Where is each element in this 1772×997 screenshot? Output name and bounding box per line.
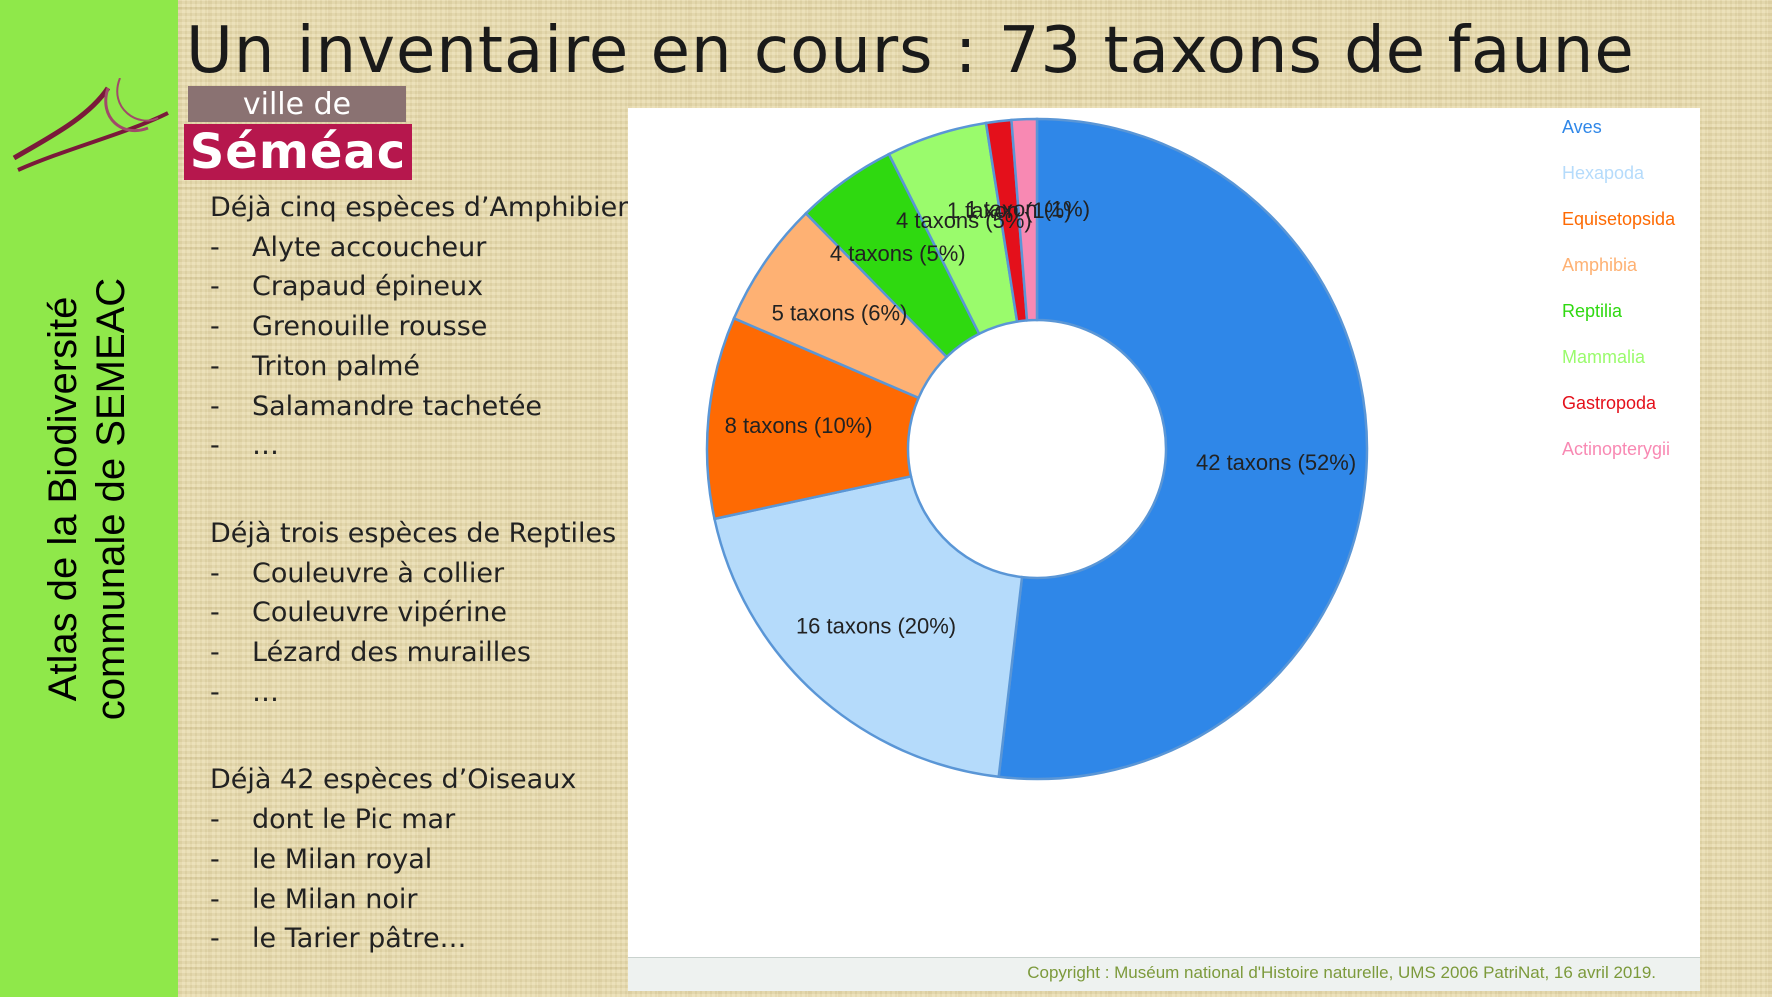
slice-label: 5 taxons (6%)	[772, 301, 908, 326]
bullet: -	[210, 883, 220, 915]
legend-item[interactable]: Reptilia	[1562, 301, 1623, 321]
side-title: Atlas de la Biodiversité communale de SE…	[39, 94, 139, 904]
bullet: -	[210, 350, 220, 382]
bullet: -	[210, 843, 220, 875]
slice-label: 16 taxons (20%)	[796, 613, 956, 638]
list-item: - Salamandre tachetée	[210, 387, 630, 427]
legend-item[interactable]: Hexapoda	[1562, 163, 1645, 183]
list-item: - Lézard des murailles	[210, 633, 630, 673]
bullet: -	[210, 430, 220, 462]
logo-line-2: Séméac	[184, 124, 412, 180]
legend-item[interactable]: Gastropoda	[1562, 393, 1657, 413]
slice-aves[interactable]	[997, 117, 1369, 781]
slice-label: 42 taxons (52%)	[1196, 450, 1356, 475]
legend-item[interactable]: Amphibia	[1562, 255, 1638, 275]
slice-label: 8 taxons (10%)	[725, 413, 873, 438]
legend-item[interactable]: Equisetopsida	[1562, 209, 1676, 229]
list-item: -…	[210, 673, 630, 713]
bullet: -	[210, 676, 220, 708]
bullet: -	[210, 390, 220, 422]
list-item: - le Milan noir	[210, 880, 630, 920]
bullet: -	[210, 231, 220, 263]
logo-line-1: ville de	[188, 86, 406, 122]
list-item: - Alyte accoucheur	[210, 228, 630, 268]
list-item-label: Triton palmé	[252, 350, 421, 382]
bullet: -	[210, 271, 220, 303]
chart-legend: Aves Hexapoda Equisetopsida Amphibia Rep…	[1562, 116, 1675, 484]
bullet: -	[210, 311, 220, 343]
bullet: -	[210, 557, 220, 589]
legend-item[interactable]: Mammalia	[1562, 347, 1646, 367]
section-heading: Déjà 42 espèces d’Oiseaux	[210, 764, 577, 796]
slice-equisetopsida[interactable]	[705, 316, 921, 521]
species-text: Déjà cinq espèces d’Amphibiens - Alyte ac…	[210, 188, 649, 959]
list-item-label: le Milan noir	[252, 883, 418, 915]
list-item-label: …	[252, 676, 279, 708]
bullet: -	[210, 597, 220, 629]
list-item-label: Grenouille rousse	[252, 311, 488, 343]
side-title-line: Atlas de la Biodiversité	[41, 296, 85, 702]
chart-footer: Copyright : Muséum national d'Histoire n…	[628, 957, 1700, 991]
list-item: - dont le Pic mar	[210, 800, 630, 840]
page-title: Un inventaire en cours : 73 taxons de fa…	[186, 14, 1635, 88]
section-heading: Déjà cinq espèces d’Amphibiens	[210, 192, 649, 223]
list-item: - Couleuvre vipérine	[210, 593, 630, 633]
slice-label: 4 taxons (5%)	[896, 208, 1032, 233]
legend-item[interactable]: Actinopterygii	[1562, 439, 1671, 459]
list-item: - le Tarier pâtre…	[210, 919, 630, 959]
list-item: - Couleuvre à collier	[210, 554, 630, 594]
slice-hexapoda[interactable]	[712, 474, 1024, 779]
list-item-label: Crapaud épineux	[252, 271, 484, 303]
section-heading: Déjà trois espèces de Reptiles	[210, 517, 617, 549]
bullet: -	[210, 637, 220, 669]
slice-actinopterygii[interactable]	[1010, 117, 1039, 322]
list-item-label: le Milan royal	[252, 843, 433, 875]
list-item: - Grenouille rousse	[210, 307, 630, 347]
side-title-line: communale de SEMEAC	[89, 277, 133, 721]
list-item: - le Milan royal	[210, 840, 630, 880]
list-item: - Triton palmé	[210, 347, 630, 387]
list-item-label: le Tarier pâtre…	[252, 923, 467, 955]
list-item-label: Couleuvre à collier	[252, 557, 505, 589]
list-item: - Crapaud épineux	[210, 267, 630, 307]
list-item: -…	[210, 426, 630, 466]
list-item-label: Lézard des murailles	[252, 637, 531, 669]
bullet: -	[210, 923, 220, 955]
list-item-label: Salamandre tachetée	[252, 390, 543, 422]
slice-label: 1 taxon (1%)	[947, 198, 1072, 223]
list-item-label: …	[252, 430, 279, 462]
list-item-label: Alyte accoucheur	[252, 231, 487, 263]
legend-item[interactable]: Aves	[1562, 117, 1602, 137]
slice-label: 1 taxon (1%)	[965, 197, 1090, 222]
list-item-label: dont le Pic mar	[252, 804, 456, 836]
slice-label: 4 taxons (5%)	[830, 241, 966, 266]
list-item-label: Couleuvre vipérine	[252, 597, 507, 629]
swoosh-logo-icon	[12, 78, 169, 172]
copyright-text: Copyright : Muséum national d'Histoire n…	[1027, 963, 1656, 982]
bullet: -	[210, 804, 220, 836]
donut-chart: 42 taxons (52%) 16 taxons (20%) 8 taxons (…	[705, 117, 1369, 781]
